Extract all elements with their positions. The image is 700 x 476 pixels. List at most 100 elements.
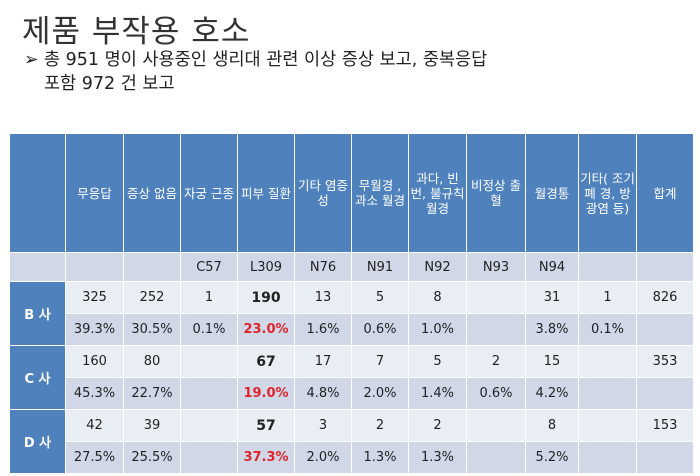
percent-cell: 27.5% [65, 441, 124, 474]
count-cell [466, 281, 526, 314]
bullet-arrow-icon: ➢ [24, 50, 39, 70]
percent-cell: 0.6% [466, 377, 526, 410]
percent-cell [636, 441, 694, 474]
percent-cell [578, 441, 637, 474]
summary-line-2: 포함 972 건 보고 [44, 74, 175, 94]
count-cell: 160 [65, 345, 124, 378]
code-cell: N76 [294, 252, 352, 282]
count-cell: 2 [408, 409, 467, 442]
header-cell: 월경통 [525, 133, 579, 253]
percent-cell-highlight: 19.0% [237, 377, 295, 410]
row-label-b: B 사 [9, 281, 66, 346]
count-cell: 13 [294, 281, 352, 314]
code-cell: N91 [351, 252, 409, 282]
count-cell: 42 [65, 409, 124, 442]
count-cell: 8 [525, 409, 579, 442]
code-cell: N92 [408, 252, 467, 282]
summary-bullet: ➢ 총 951 명이 사용중인 생리대 관련 이상 증상 보고, 중복응답 포함 … [24, 48, 674, 96]
count-cell: 1 [180, 281, 238, 314]
count-cell: 252 [123, 281, 181, 314]
count-cell: 3 [294, 409, 352, 442]
header-cell: 과다, 빈번, 불규칙 월경 [408, 133, 467, 253]
header-cell: 기타( 조기폐 경, 방광염 등) [578, 133, 637, 253]
count-cell: 2 [466, 345, 526, 378]
count-cell: 190 [237, 281, 295, 314]
table-row-percent: 45.3% 22.7% 19.0% 4.8% 2.0% 1.4% 0.6% 4.… [10, 377, 694, 410]
percent-cell [466, 441, 526, 474]
count-cell: 5 [408, 345, 467, 378]
percent-cell: 22.7% [123, 377, 181, 410]
count-cell: 31 [525, 281, 579, 314]
header-cell: 자궁 근종 [180, 133, 238, 253]
code-cell [9, 252, 66, 282]
header-cell: 기타 염증성 [294, 133, 352, 253]
summary-line-1: 총 951 명이 사용중인 생리대 관련 이상 증상 보고, 중복응답 [44, 50, 488, 70]
percent-cell: 1.3% [351, 441, 409, 474]
count-cell [180, 345, 238, 378]
adverse-effects-table: 무응답 증상 없음 자궁 근종 피부 질환 기타 염증성 무월경 , 과소 월경… [9, 133, 694, 474]
percent-cell: 25.5% [123, 441, 181, 474]
count-cell: 15 [525, 345, 579, 378]
page-title: 제품 부작용 호소 [22, 14, 251, 50]
code-cell [65, 252, 124, 282]
count-cell: 39 [123, 409, 181, 442]
header-cell: 피부 질환 [237, 133, 295, 253]
percent-cell: 4.2% [525, 377, 579, 410]
percent-cell: 4.8% [294, 377, 352, 410]
percent-cell: 1.6% [294, 313, 352, 346]
header-cell: 무응답 [65, 133, 124, 253]
percent-cell [180, 377, 238, 410]
count-cell: 325 [65, 281, 124, 314]
percent-cell: 2.0% [294, 441, 352, 474]
code-cell: C57 [180, 252, 238, 282]
code-cell: N93 [466, 252, 526, 282]
table-row-percent: 27.5% 25.5% 37.3% 2.0% 1.3% 1.3% 5.2% [10, 441, 694, 474]
count-cell: 2 [351, 409, 409, 442]
code-cell [636, 252, 694, 282]
percent-cell: 1.3% [408, 441, 467, 474]
percent-cell: 30.5% [123, 313, 181, 346]
count-cell: 67 [237, 345, 295, 378]
header-cell: 합계 [636, 133, 694, 253]
header-cell: 증상 없음 [123, 133, 181, 253]
percent-cell [636, 377, 694, 410]
count-cell: 17 [294, 345, 352, 378]
count-cell: 57 [237, 409, 295, 442]
row-label-c: C 사 [9, 345, 66, 410]
code-cell [578, 252, 637, 282]
header-row: 무응답 증상 없음 자궁 근종 피부 질환 기타 염증성 무월경 , 과소 월경… [9, 133, 694, 253]
percent-cell: 0.1% [578, 313, 637, 346]
percent-cell: 5.2% [525, 441, 579, 474]
percent-cell: 45.3% [65, 377, 124, 410]
code-cell [123, 252, 181, 282]
table-row-count: B 사 325 252 1 190 13 5 8 31 1 826 [9, 281, 694, 346]
code-row: C57 L309 N76 N91 N92 N93 N94 [9, 252, 694, 282]
count-cell [578, 345, 637, 378]
percent-cell [466, 313, 526, 346]
percent-cell: 2.0% [351, 377, 409, 410]
header-cell: 비정상 출혈 [466, 133, 526, 253]
percent-cell: 0.6% [351, 313, 409, 346]
percent-cell: 1.4% [408, 377, 467, 410]
table-row-count: C 사 160 80 67 17 7 5 2 15 353 [9, 345, 694, 410]
code-cell: L309 [237, 252, 295, 282]
percent-cell: 1.0% [408, 313, 467, 346]
code-cell: N94 [525, 252, 579, 282]
row-label-d: D 사 [9, 409, 66, 474]
percent-cell: 3.8% [525, 313, 579, 346]
percent-cell: 39.3% [65, 313, 124, 346]
percent-cell-highlight: 23.0% [237, 313, 295, 346]
total-cell: 153 [636, 409, 694, 442]
table-row-percent: 39.3% 30.5% 0.1% 23.0% 1.6% 0.6% 1.0% 3.… [10, 313, 694, 346]
count-cell [466, 409, 526, 442]
percent-cell [180, 441, 238, 474]
count-cell [578, 409, 637, 442]
count-cell: 1 [578, 281, 637, 314]
count-cell [180, 409, 238, 442]
total-cell: 826 [636, 281, 694, 314]
header-cell: 무월경 , 과소 월경 [351, 133, 409, 253]
count-cell: 8 [408, 281, 467, 314]
total-cell: 353 [636, 345, 694, 378]
percent-cell [578, 377, 637, 410]
header-corner [9, 133, 66, 253]
